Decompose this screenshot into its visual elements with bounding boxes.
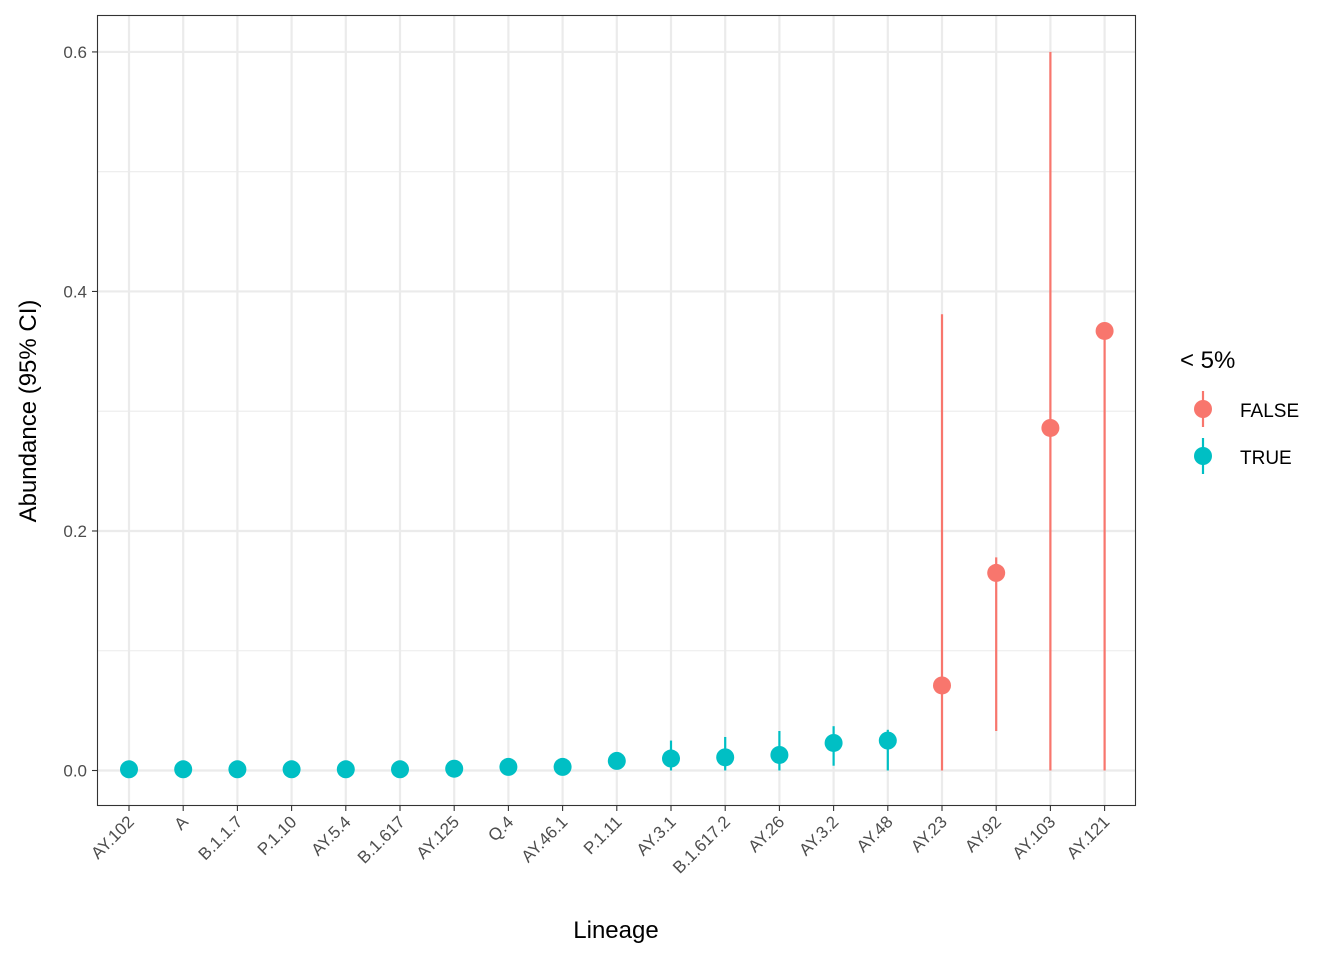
data-point <box>878 731 897 750</box>
data-point <box>1041 418 1060 437</box>
x-tick-label: AY.92 <box>961 812 1005 856</box>
x-tick-label: AY.121 <box>1063 812 1113 862</box>
y-tick-label: 0.0 <box>63 762 87 781</box>
legend-title: < 5% <box>1180 347 1235 374</box>
major-grid <box>98 16 1135 805</box>
data-point <box>336 760 355 779</box>
data-point <box>120 760 138 779</box>
x-tick-label: AY.5.4 <box>308 812 355 859</box>
data-point <box>607 751 626 770</box>
y-tick-label: 0.4 <box>63 282 87 301</box>
x-tick-label: AY.48 <box>853 812 897 856</box>
x-axis-title: Lineage <box>573 917 658 944</box>
x-tick-label: P.1.10 <box>254 812 301 859</box>
x-tick-label: B.1.617.2 <box>669 812 734 877</box>
y-tick-label: 0.6 <box>63 43 87 62</box>
x-tick-label: Q.4 <box>484 812 517 845</box>
data-point <box>770 745 789 764</box>
x-tick-label: AY.26 <box>744 812 788 856</box>
x-tick-label: AY.103 <box>1009 812 1059 862</box>
x-tick-label: AY.3.2 <box>795 812 842 859</box>
data-point <box>933 676 951 695</box>
legend: < 5% FALSE TRUE <box>1180 347 1299 474</box>
legend-key-false: FALSE <box>1194 391 1299 427</box>
data-point <box>228 760 247 779</box>
data-point <box>1095 321 1114 340</box>
legend-label-true: TRUE <box>1240 448 1292 469</box>
data-point <box>824 733 843 752</box>
x-tick-label: AY.23 <box>907 812 951 856</box>
data-point <box>716 748 735 767</box>
data-point <box>391 760 409 779</box>
data-point <box>282 760 301 779</box>
x-tick-label: P.1.11 <box>580 812 626 858</box>
legend-key-true: TRUE <box>1194 438 1292 474</box>
data-point <box>662 749 680 768</box>
x-tick-label: A <box>171 812 193 834</box>
x-tick-label: AY.125 <box>413 812 463 862</box>
x-tick-label: B.1.617 <box>354 812 409 867</box>
x-axis: AY.102 A B.1.1.7 P.1.10 AY.5.4 B.1.617 AY.125 Q… <box>87 805 1113 877</box>
data-point <box>499 757 518 776</box>
legend-key-true-point <box>1194 447 1212 465</box>
y-axis: 0.0 0.2 0.4 0.6 <box>63 43 98 781</box>
data-point <box>174 760 193 779</box>
x-tick-label: B.1.1.7 <box>195 812 247 864</box>
data-point <box>445 759 464 778</box>
y-axis-title: Abundance (95% CI) <box>15 300 42 523</box>
data-point <box>987 563 1006 582</box>
data-points <box>120 321 1114 779</box>
y-tick-label: 0.2 <box>63 522 87 541</box>
legend-label-false: FALSE <box>1240 401 1299 422</box>
x-tick-label: AY.102 <box>87 812 137 862</box>
legend-key-false-point <box>1194 400 1212 418</box>
x-tick-label: AY.3.1 <box>633 812 680 859</box>
data-point <box>553 757 572 776</box>
x-tick-label: AY.46.1 <box>518 812 572 866</box>
